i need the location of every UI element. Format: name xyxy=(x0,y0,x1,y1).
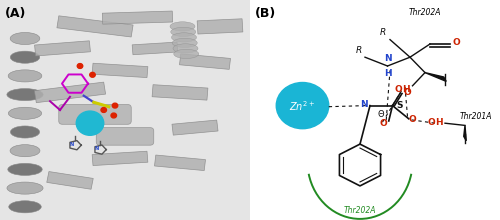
Text: O: O xyxy=(428,118,435,126)
Ellipse shape xyxy=(9,201,41,213)
Ellipse shape xyxy=(172,38,197,48)
Polygon shape xyxy=(132,42,178,55)
Text: R: R xyxy=(356,46,362,55)
Ellipse shape xyxy=(10,32,40,45)
Circle shape xyxy=(112,103,118,108)
Text: O: O xyxy=(408,116,416,124)
Text: Thr202A: Thr202A xyxy=(344,205,376,214)
FancyBboxPatch shape xyxy=(96,128,154,145)
Text: O: O xyxy=(395,85,402,94)
Polygon shape xyxy=(197,19,243,34)
Text: N: N xyxy=(360,100,368,109)
Ellipse shape xyxy=(174,49,199,59)
FancyBboxPatch shape xyxy=(59,104,131,124)
Polygon shape xyxy=(425,73,446,81)
Text: Thr202A: Thr202A xyxy=(409,8,442,17)
Text: $Zn^{2+}$: $Zn^{2+}$ xyxy=(290,99,316,112)
Polygon shape xyxy=(154,155,206,170)
Circle shape xyxy=(77,64,83,68)
Text: H: H xyxy=(435,118,442,126)
Text: O: O xyxy=(404,88,411,97)
Polygon shape xyxy=(92,151,148,166)
Text: Θ: Θ xyxy=(378,110,384,119)
Polygon shape xyxy=(34,82,106,103)
Ellipse shape xyxy=(173,44,198,53)
Text: N: N xyxy=(384,54,392,63)
Polygon shape xyxy=(180,54,230,69)
Text: H: H xyxy=(402,85,410,94)
Text: Thr201A: Thr201A xyxy=(460,112,492,121)
Ellipse shape xyxy=(8,107,42,119)
Ellipse shape xyxy=(171,27,196,37)
Polygon shape xyxy=(152,85,208,100)
Ellipse shape xyxy=(8,70,42,82)
Text: (B): (B) xyxy=(255,7,276,20)
Circle shape xyxy=(76,111,104,135)
Ellipse shape xyxy=(7,182,43,194)
Ellipse shape xyxy=(172,33,196,42)
Ellipse shape xyxy=(10,145,40,157)
Text: R: R xyxy=(380,28,386,37)
Text: H: H xyxy=(384,69,392,78)
Ellipse shape xyxy=(10,126,40,138)
Text: O: O xyxy=(452,38,460,47)
Ellipse shape xyxy=(7,88,43,101)
Ellipse shape xyxy=(8,163,42,176)
Polygon shape xyxy=(47,172,93,189)
Circle shape xyxy=(111,113,116,118)
Text: S: S xyxy=(396,101,403,110)
Circle shape xyxy=(101,108,106,112)
Text: N: N xyxy=(94,147,98,151)
Polygon shape xyxy=(57,16,133,37)
Polygon shape xyxy=(92,63,148,78)
Polygon shape xyxy=(464,125,466,141)
Circle shape xyxy=(276,82,329,129)
Ellipse shape xyxy=(10,51,40,63)
Text: N: N xyxy=(69,142,73,147)
Polygon shape xyxy=(172,120,218,135)
Circle shape xyxy=(90,72,95,77)
Polygon shape xyxy=(102,11,172,24)
Text: (A): (A) xyxy=(5,7,26,20)
Text: O: O xyxy=(380,119,388,128)
Ellipse shape xyxy=(170,22,195,31)
Polygon shape xyxy=(34,41,90,56)
